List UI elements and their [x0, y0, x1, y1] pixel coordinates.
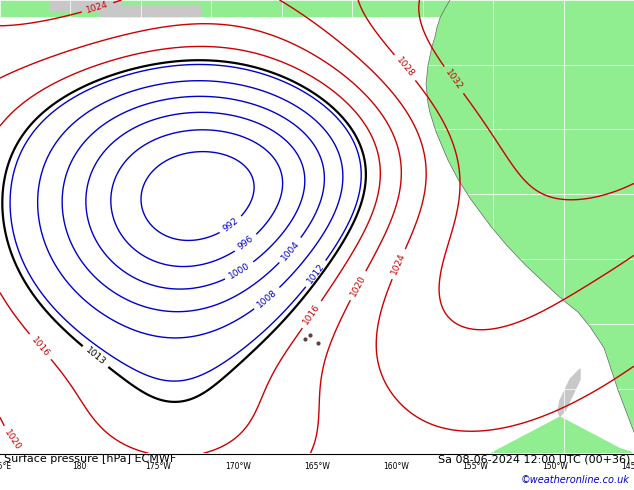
Text: 1028: 1028 — [394, 56, 416, 79]
Text: 1004: 1004 — [280, 239, 301, 262]
Text: 170°W: 170°W — [225, 462, 250, 471]
Text: 1000: 1000 — [228, 261, 252, 281]
Text: 1016: 1016 — [302, 303, 322, 327]
Text: 1013: 1013 — [84, 346, 107, 368]
Text: Surface pressure [hPa] ECMWF: Surface pressure [hPa] ECMWF — [4, 454, 176, 464]
Text: 1008: 1008 — [256, 288, 279, 309]
Text: 175°E: 175°E — [0, 462, 11, 471]
Text: ©weatheronline.co.uk: ©weatheronline.co.uk — [521, 475, 630, 485]
Polygon shape — [490, 416, 634, 453]
Text: 1024: 1024 — [86, 0, 110, 15]
Text: 1024: 1024 — [390, 252, 407, 276]
Text: 180: 180 — [72, 462, 86, 471]
Text: 175°W: 175°W — [146, 462, 171, 471]
Text: 992: 992 — [222, 217, 241, 234]
Text: 1012: 1012 — [306, 262, 327, 286]
Text: Sa 08-06-2024 12:00 UTC (00+36): Sa 08-06-2024 12:00 UTC (00+36) — [437, 454, 630, 464]
Text: 996: 996 — [236, 234, 256, 252]
Text: 1020: 1020 — [3, 428, 23, 452]
Text: 1016: 1016 — [29, 335, 51, 358]
Polygon shape — [558, 369, 580, 416]
Text: 1020: 1020 — [349, 273, 367, 298]
Polygon shape — [0, 0, 634, 26]
Text: 150°W: 150°W — [542, 462, 567, 471]
Text: 145°W: 145°W — [621, 462, 634, 471]
Text: 1032: 1032 — [443, 68, 464, 92]
Polygon shape — [426, 0, 634, 453]
Text: 155°W: 155°W — [463, 462, 488, 471]
Text: 160°W: 160°W — [384, 462, 409, 471]
Text: 165°W: 165°W — [304, 462, 330, 471]
